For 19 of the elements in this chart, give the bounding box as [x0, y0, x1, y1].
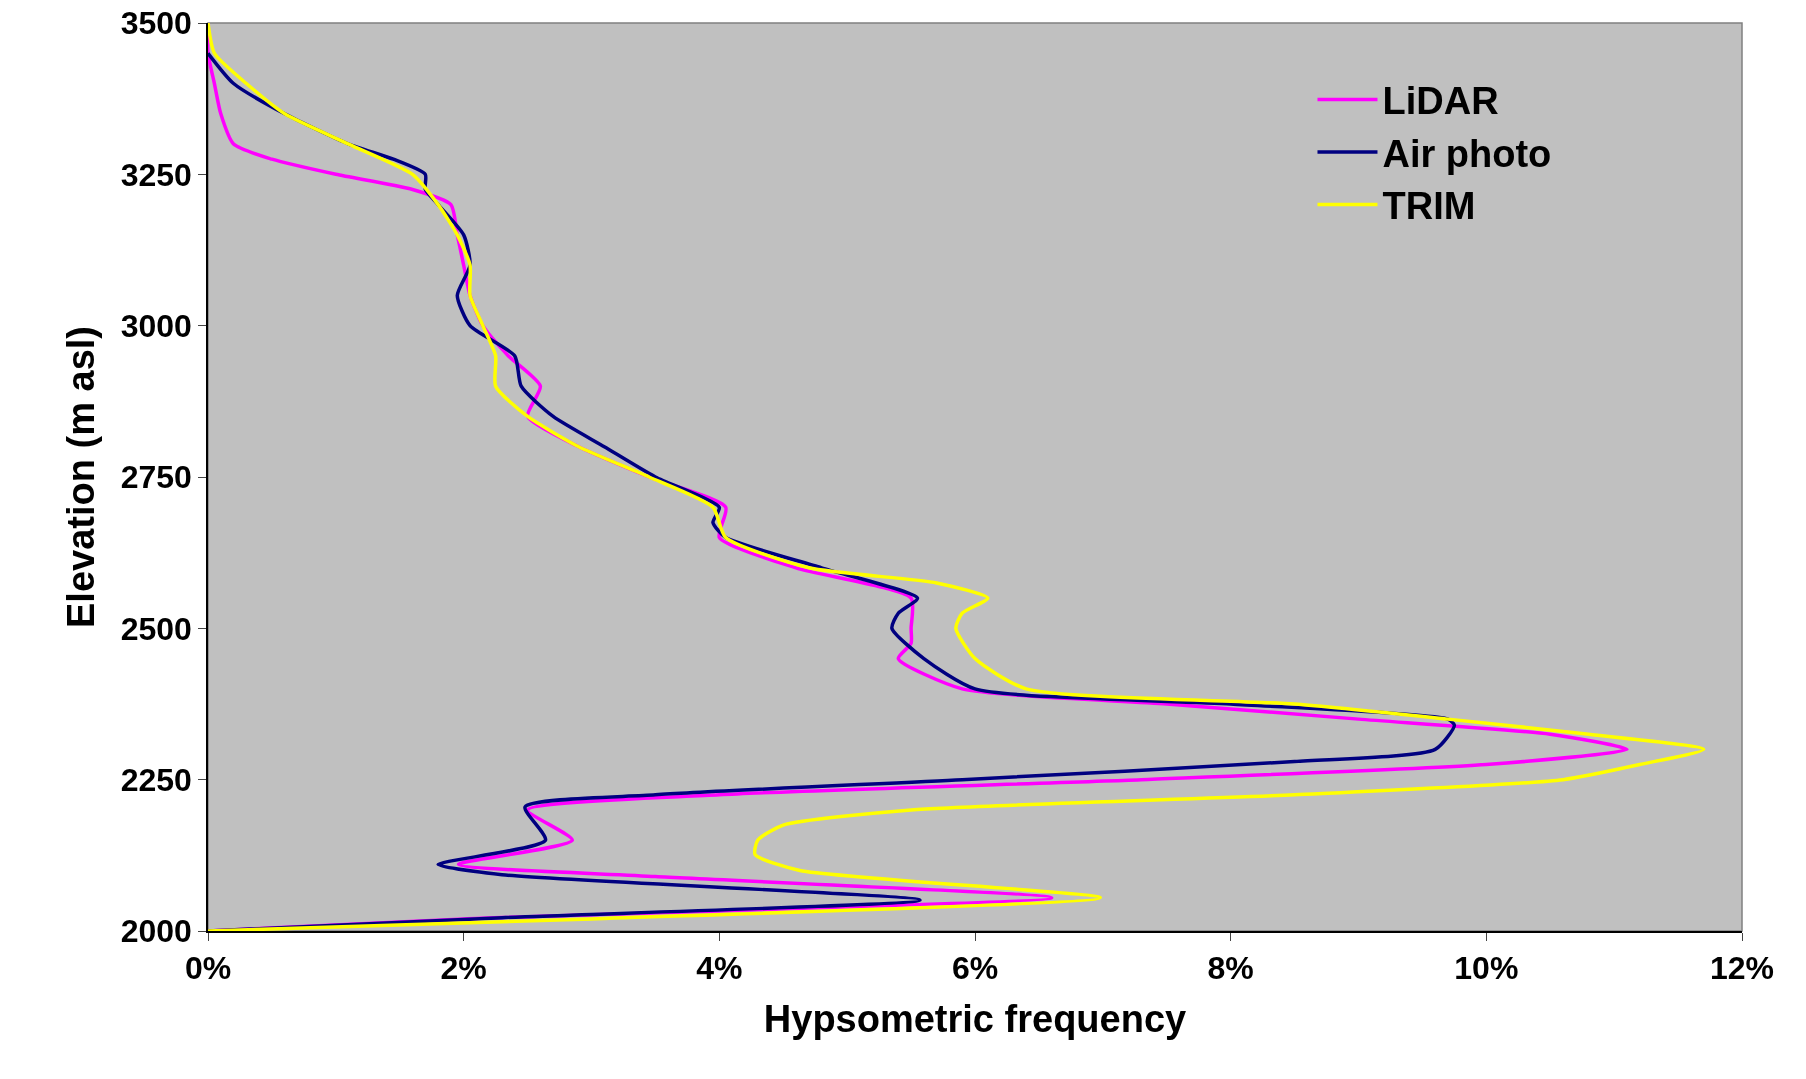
y-tick-label: 2500: [120, 610, 192, 647]
legend-label: TRIM: [1382, 185, 1476, 228]
y-axis-title: Elevation (m asl): [60, 326, 103, 628]
y-tick-label: 3250: [120, 156, 192, 193]
y-tick-label: 2000: [120, 913, 192, 950]
x-tick-label: 10%: [1454, 950, 1519, 987]
y-tick-label: 3000: [120, 307, 192, 344]
x-tick-label: 6%: [951, 950, 999, 987]
y-tick-label: 3500: [120, 5, 192, 42]
y-tick-label: 2250: [120, 761, 192, 798]
x-axis-title: Hypsometric frequency: [763, 997, 1187, 1040]
x-tick-label: 0%: [184, 950, 232, 987]
legend-label: Air photo: [1382, 132, 1552, 175]
x-tick-label: 12%: [1709, 950, 1775, 987]
x-tick-label: 2%: [440, 950, 487, 987]
y-tick-label: 2750: [120, 459, 192, 496]
x-tick-label: 8%: [1207, 950, 1254, 987]
legend-label: LiDAR: [1382, 80, 1499, 123]
x-tick-label: 4%: [696, 950, 743, 987]
